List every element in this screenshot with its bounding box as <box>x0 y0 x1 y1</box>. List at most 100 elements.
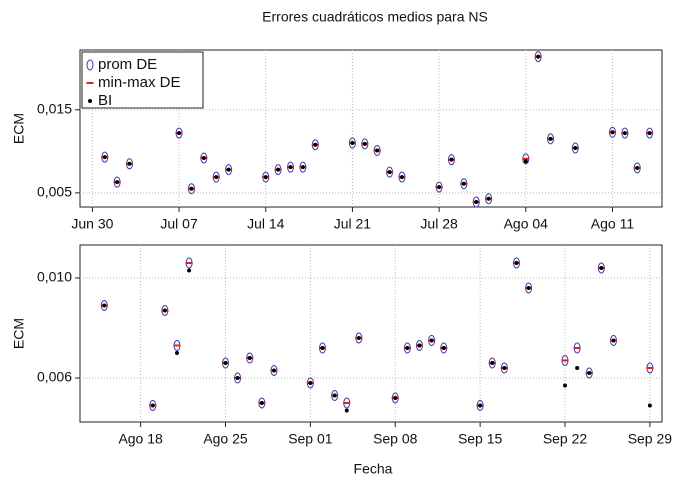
point <box>226 167 231 172</box>
point <box>247 356 252 360</box>
point <box>177 131 182 136</box>
point <box>332 393 337 398</box>
point <box>344 408 349 413</box>
point <box>474 200 479 205</box>
point <box>387 170 392 175</box>
point <box>536 54 541 59</box>
point <box>646 367 654 369</box>
point <box>308 381 313 385</box>
point <box>189 186 194 191</box>
point <box>611 338 616 343</box>
point <box>526 286 531 290</box>
y-tick-label: 0,015 <box>37 101 72 117</box>
point <box>635 165 640 170</box>
y-axis-label: ECM <box>11 113 27 144</box>
point <box>127 161 132 166</box>
point <box>102 303 107 308</box>
point <box>486 196 491 201</box>
point <box>102 155 107 160</box>
x-tick-label: Ago 11 <box>591 216 635 232</box>
x-tick-label: Ago 25 <box>203 431 248 447</box>
point <box>259 401 264 405</box>
point <box>610 130 615 135</box>
y-tick-label: 0,005 <box>37 184 72 200</box>
point <box>502 366 507 370</box>
point <box>461 181 466 186</box>
point <box>575 366 580 370</box>
point <box>478 403 483 408</box>
point <box>429 338 434 343</box>
legend-marker <box>86 82 94 84</box>
legend-box <box>81 51 204 109</box>
x-tick-label: Sep 15 <box>458 431 503 447</box>
point <box>563 383 567 388</box>
y-tick-label: 0,006 <box>37 369 72 385</box>
legend-label: min-max DE <box>98 74 181 91</box>
point <box>362 141 367 146</box>
point <box>375 148 380 153</box>
point <box>405 346 410 350</box>
point <box>272 368 276 373</box>
x-tick-label: Sep 29 <box>628 431 673 447</box>
point <box>573 347 581 349</box>
point <box>548 136 553 141</box>
chart-title: Errores cuadráticos medios para NS <box>262 9 488 25</box>
point <box>276 167 281 172</box>
x-tick-label: Ago 04 <box>504 216 549 232</box>
point <box>449 157 454 162</box>
point <box>523 159 528 164</box>
point <box>350 141 355 146</box>
point <box>288 165 293 170</box>
point <box>587 371 592 375</box>
point <box>187 268 192 273</box>
point <box>647 131 652 136</box>
point <box>599 266 604 270</box>
point <box>573 146 578 151</box>
point <box>300 165 305 170</box>
legend-label: BI <box>98 92 112 109</box>
point <box>490 361 495 365</box>
x-tick-label: Jul 07 <box>160 216 198 232</box>
point <box>162 308 167 313</box>
point <box>214 175 219 180</box>
x-tick-label: Sep 01 <box>288 431 333 447</box>
x-tick-label: Ago 18 <box>118 431 163 447</box>
point <box>561 359 569 362</box>
x-tick-label: Jul 28 <box>420 216 458 232</box>
point <box>313 142 318 147</box>
plot-area <box>79 244 663 423</box>
point <box>356 336 361 340</box>
point <box>201 155 206 160</box>
point <box>417 343 422 348</box>
point <box>263 175 268 180</box>
point <box>115 180 120 185</box>
point <box>320 346 325 350</box>
point <box>223 361 228 365</box>
point <box>343 402 351 404</box>
x-tick-label: Sep 22 <box>543 431 588 447</box>
point <box>647 403 652 408</box>
y-tick-label: 0,010 <box>37 269 72 285</box>
point <box>399 175 404 180</box>
point <box>514 261 519 265</box>
x-tick-label: Sep 08 <box>373 431 418 447</box>
x-tick-label: Jul 21 <box>334 216 372 232</box>
point <box>173 344 181 347</box>
point <box>441 346 446 350</box>
point <box>235 376 240 380</box>
y-axis-label: ECM <box>11 318 27 349</box>
legend-marker <box>88 99 92 103</box>
point <box>185 262 193 264</box>
x-tick-label: Jul 14 <box>247 216 285 232</box>
point <box>175 351 179 355</box>
x-tick-label: Jun 30 <box>71 216 113 232</box>
legend-label: prom DE <box>98 56 157 73</box>
x-axis-label: Fecha <box>354 461 393 477</box>
point <box>622 131 627 136</box>
point <box>393 396 398 400</box>
point <box>437 185 442 190</box>
point <box>150 403 155 408</box>
point <box>522 157 530 160</box>
legend-marker <box>86 59 94 71</box>
